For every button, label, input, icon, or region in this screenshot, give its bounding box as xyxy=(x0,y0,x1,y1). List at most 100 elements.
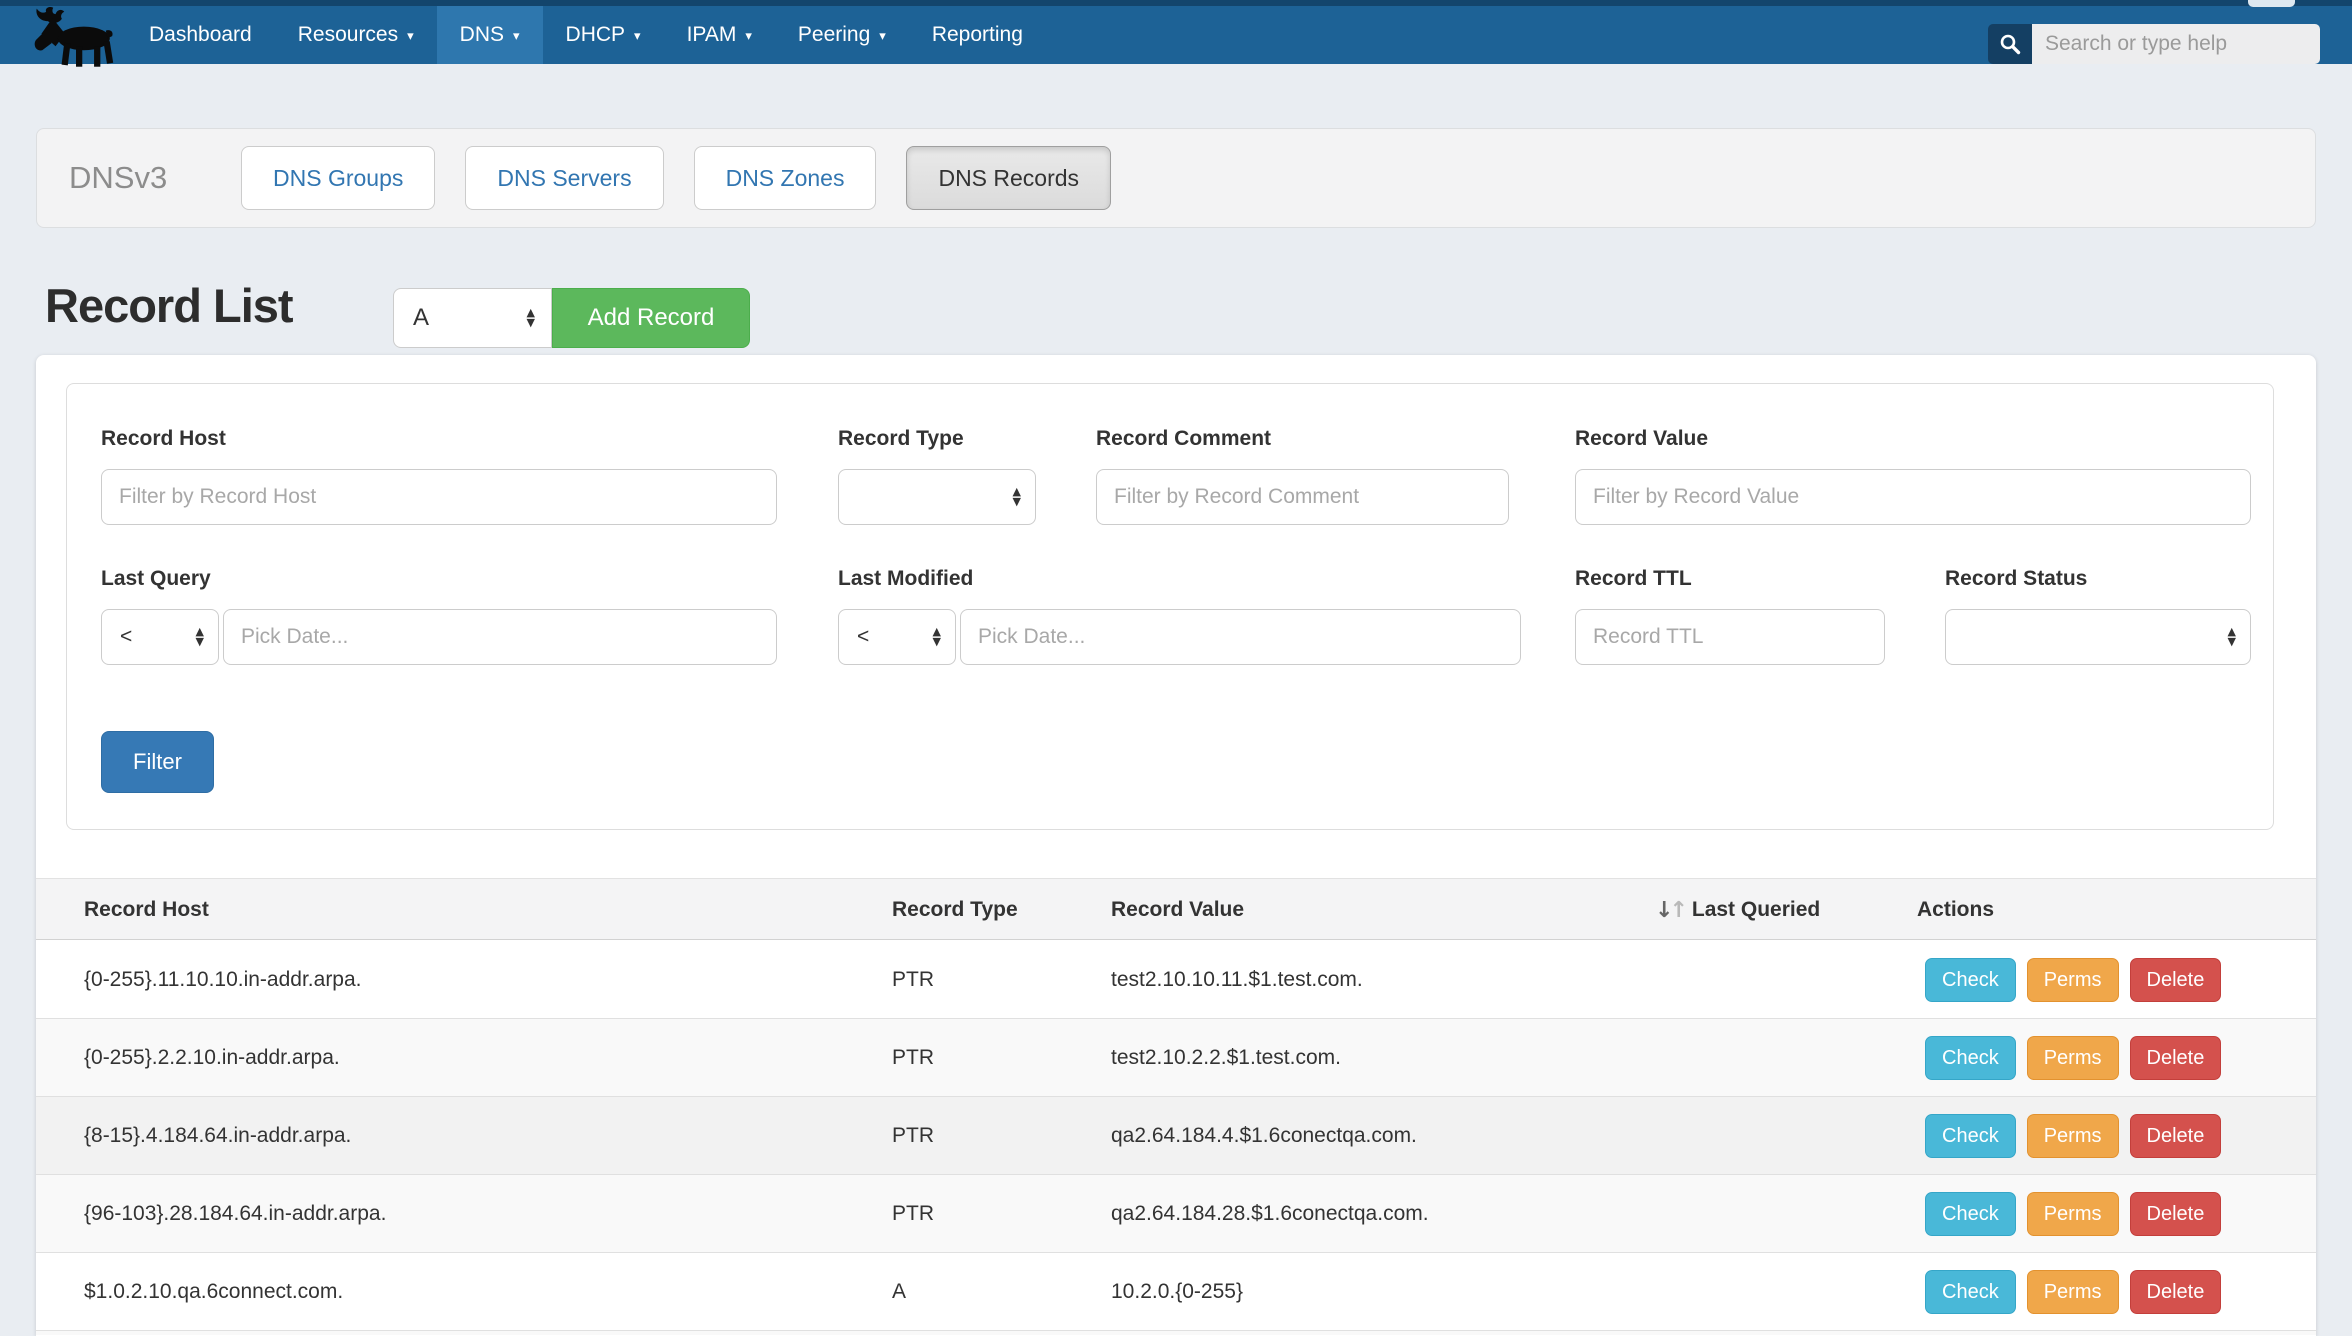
nav-item-dns[interactable]: DNS ▾ xyxy=(437,6,543,64)
select-arrows-icon: ▲▼ xyxy=(2228,627,2236,647)
column-header-record-type[interactable]: Record Type xyxy=(892,879,1018,941)
top-navbar: Dashboard Resources ▾ DNS ▾ DHCP ▾ IPAM … xyxy=(0,0,2352,64)
nav-item-peering[interactable]: Peering ▾ xyxy=(775,6,909,64)
nav-item-resources[interactable]: Resources ▾ xyxy=(275,6,437,64)
last-modified-operator-select[interactable]: < ▲▼ xyxy=(838,609,956,665)
delete-button[interactable]: Delete xyxy=(2130,1036,2222,1080)
last-modified-operator-value: < xyxy=(857,625,869,649)
check-button[interactable]: Check xyxy=(1925,1036,2016,1080)
perms-button[interactable]: Perms xyxy=(2027,1270,2119,1314)
record-type-selector[interactable]: A ▲▼ xyxy=(393,288,552,348)
check-button[interactable]: Check xyxy=(1925,1114,2016,1158)
tab-dns-records[interactable]: DNS Records xyxy=(906,146,1111,210)
chevron-down-icon: ▾ xyxy=(513,29,520,44)
last-query-operator-select[interactable]: < ▲▼ xyxy=(101,609,219,665)
nav-item-dhcp[interactable]: DHCP ▾ xyxy=(543,6,664,64)
cutoff-top-tab xyxy=(2248,0,2295,7)
nav-item-label: Resources xyxy=(298,23,398,47)
cell-record-host: {0-255}.11.10.10.in-addr.arpa. xyxy=(84,941,362,1019)
perms-button[interactable]: Perms xyxy=(2027,1192,2119,1236)
dnsv3-toolbar: DNSv3 DNS Groups DNS Servers DNS Zones D… xyxy=(36,128,2316,228)
dnsv3-title: DNSv3 xyxy=(69,160,181,196)
last-query-operator-value: < xyxy=(120,625,132,649)
cell-record-host: {0-255}.2.2.10.in-addr.arpa. xyxy=(84,1019,340,1097)
page-title: Record List xyxy=(45,278,293,333)
record-ttl-label: Record TTL xyxy=(1575,567,1692,591)
check-button[interactable]: Check xyxy=(1925,958,2016,1002)
table-row: {96-103}.28.184.64.in-addr.arpa. PTR qa2… xyxy=(36,1175,2316,1253)
delete-button[interactable]: Delete xyxy=(2130,1114,2222,1158)
last-modified-date-input[interactable] xyxy=(960,609,1521,665)
last-query-date-input[interactable] xyxy=(223,609,777,665)
select-arrows-icon: ▲▼ xyxy=(527,308,535,328)
nav-item-ipam[interactable]: IPAM ▾ xyxy=(664,6,775,64)
perms-button[interactable]: Perms xyxy=(2027,1036,2119,1080)
last-query-label: Last Query xyxy=(101,567,211,591)
chevron-down-icon: ▾ xyxy=(407,29,414,44)
perms-button[interactable]: Perms xyxy=(2027,958,2119,1002)
cell-record-value: test2.10.10.11.$1.test.com. xyxy=(1111,941,1363,1019)
record-status-filter-select[interactable]: ▲▼ xyxy=(1945,609,2251,665)
table-row: {0-255}.2.2.10.in-addr.arpa. PTR test2.1… xyxy=(36,1019,2316,1097)
add-record-button[interactable]: Add Record xyxy=(552,288,750,348)
select-arrows-icon: ▲▼ xyxy=(933,627,941,647)
row-actions: Check Perms Delete xyxy=(1925,1192,2221,1236)
column-header-record-host[interactable]: Record Host xyxy=(84,879,209,941)
next-row-sliver xyxy=(36,1331,2316,1335)
nav-item-label: IPAM xyxy=(687,23,737,47)
search-icon[interactable] xyxy=(1988,24,2032,64)
table-body: {0-255}.11.10.10.in-addr.arpa. PTR test2… xyxy=(36,941,2316,1335)
tab-dns-groups[interactable]: DNS Groups xyxy=(241,146,435,210)
table-header: Record Host Record Type Record Value ↓↑ … xyxy=(36,878,2316,940)
table-row: $1.0.2.10.qa.6connect.com. A 10.2.0.{0-2… xyxy=(36,1253,2316,1331)
check-button[interactable]: Check xyxy=(1925,1270,2016,1314)
select-arrows-icon: ▲▼ xyxy=(196,627,204,647)
filter-panel: Record Host Record Type ▲▼ Record Commen… xyxy=(66,383,2274,830)
records-card: Record Host Record Type ▲▼ Record Commen… xyxy=(36,355,2316,1336)
tab-dns-servers[interactable]: DNS Servers xyxy=(465,146,663,210)
column-header-last-queried[interactable]: ↓↑ Last Queried xyxy=(1655,879,1820,941)
column-header-actions: Actions xyxy=(1917,879,1994,941)
tab-dns-zones[interactable]: DNS Zones xyxy=(694,146,877,210)
column-header-label: Last Queried xyxy=(1692,898,1820,922)
nav-item-reporting[interactable]: Reporting xyxy=(909,6,1046,64)
moose-logo-icon[interactable] xyxy=(28,7,124,73)
chevron-down-icon: ▾ xyxy=(634,29,641,44)
cell-record-host: {8-15}.4.184.64.in-addr.arpa. xyxy=(84,1097,351,1175)
nav-item-label: DHCP xyxy=(566,23,626,47)
sort-arrows-icon[interactable]: ↓↑ xyxy=(1655,898,1684,923)
nav-item-dashboard[interactable]: Dashboard xyxy=(126,6,275,64)
record-type-selected-value: A xyxy=(413,304,429,332)
record-host-filter-input[interactable] xyxy=(101,469,777,525)
cell-record-value: qa2.64.184.28.$1.6conectqa.com. xyxy=(1111,1175,1429,1253)
cell-record-type: PTR xyxy=(892,1175,934,1253)
check-button[interactable]: Check xyxy=(1925,1192,2016,1236)
filter-submit-button[interactable]: Filter xyxy=(101,731,214,793)
record-ttl-filter-input[interactable] xyxy=(1575,609,1885,665)
nav-item-label: Dashboard xyxy=(149,23,252,47)
delete-button[interactable]: Delete xyxy=(2130,1270,2222,1314)
nav-item-label: Peering xyxy=(798,23,870,47)
record-comment-filter-input[interactable] xyxy=(1096,469,1509,525)
row-actions: Check Perms Delete xyxy=(1925,1270,2221,1314)
row-actions: Check Perms Delete xyxy=(1925,1036,2221,1080)
record-value-filter-input[interactable] xyxy=(1575,469,2251,525)
page: Dashboard Resources ▾ DNS ▾ DHCP ▾ IPAM … xyxy=(0,0,2352,1336)
last-modified-label: Last Modified xyxy=(838,567,973,591)
delete-button[interactable]: Delete xyxy=(2130,1192,2222,1236)
add-record-group: A ▲▼ Add Record xyxy=(393,288,750,348)
record-value-label: Record Value xyxy=(1575,427,1708,451)
cell-record-type: PTR xyxy=(892,1019,934,1097)
nav-item-label: Reporting xyxy=(932,23,1023,47)
perms-button[interactable]: Perms xyxy=(2027,1114,2119,1158)
table-row: {8-15}.4.184.64.in-addr.arpa. PTR qa2.64… xyxy=(36,1097,2316,1175)
chevron-down-icon: ▾ xyxy=(745,29,752,44)
cell-record-value: test2.10.2.2.$1.test.com. xyxy=(1111,1019,1341,1097)
record-type-filter-select[interactable]: ▲▼ xyxy=(838,469,1036,525)
cell-record-value: qa2.64.184.4.$1.6conectqa.com. xyxy=(1111,1097,1417,1175)
record-comment-label: Record Comment xyxy=(1096,427,1271,451)
cell-record-value: 10.2.0.{0-255} xyxy=(1111,1253,1243,1331)
column-header-record-value[interactable]: Record Value xyxy=(1111,879,1244,941)
search-input[interactable] xyxy=(2032,24,2320,64)
delete-button[interactable]: Delete xyxy=(2130,958,2222,1002)
